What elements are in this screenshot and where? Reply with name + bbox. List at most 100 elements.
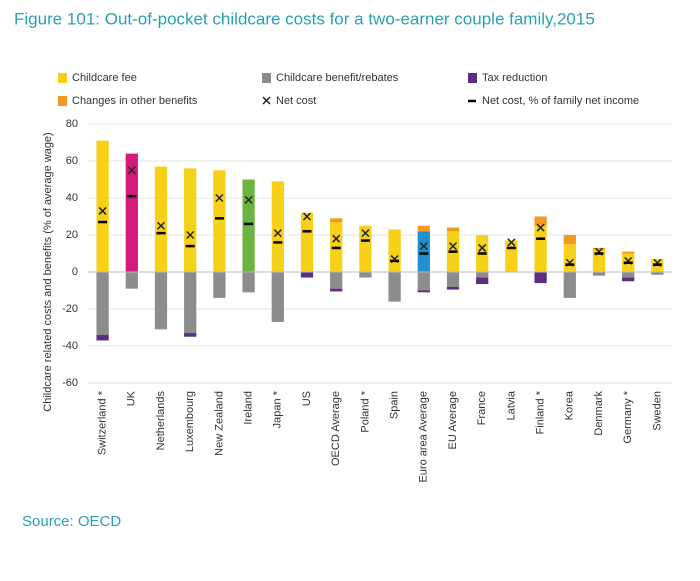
x-tick-label: Luxembourg [184, 391, 196, 452]
bar-segment [300, 212, 314, 272]
bar-segment [534, 225, 547, 272]
bar-segment [446, 286, 460, 290]
bar-segment [154, 272, 168, 330]
x-tick-label: Netherlands [155, 391, 167, 451]
net-cost-marker [536, 223, 545, 232]
legend-swatch [468, 73, 477, 83]
legend-swatch [262, 96, 271, 105]
y-tick-label: 80 [66, 118, 78, 130]
x-tick-label: Korea [564, 390, 576, 420]
bar-segment [359, 225, 372, 272]
x-tick-label: Spain [389, 391, 401, 419]
x-tick-label: Poland * [359, 390, 371, 432]
net-cost-marker [244, 195, 253, 204]
bar-segment [330, 218, 343, 223]
legend-swatch [262, 73, 271, 83]
bar-segment [359, 272, 372, 278]
x-tick-label: Finland * [535, 390, 547, 434]
net-cost-marker [273, 229, 282, 238]
net-cost-marker [186, 230, 195, 240]
x-tick-label: New Zealand [213, 391, 225, 456]
bar-segment [592, 247, 606, 250]
net-cost-marker [127, 166, 136, 175]
bar-segment [330, 288, 343, 292]
chart-title: Figure 101: Out-of-pocket childcare cost… [14, 9, 595, 28]
bar-segment [271, 181, 284, 272]
y-tick-label: 40 [66, 192, 78, 204]
bar-segment [563, 244, 576, 272]
legend-label: Childcare fee [72, 72, 137, 84]
bar-segment [563, 272, 576, 298]
legend-label: Net cost, % of family net income [482, 95, 639, 107]
bar-segment [534, 272, 547, 284]
bar-segment [446, 272, 460, 287]
x-tick-label: Switzerland * [97, 390, 109, 455]
y-tick-label: 60 [66, 155, 78, 167]
source: Source: OECD [22, 513, 121, 530]
bar-segment [184, 272, 197, 334]
legend-swatch [58, 96, 67, 106]
net-cost-marker [98, 206, 107, 215]
net-cost-marker [302, 212, 312, 221]
net-cost-marker [156, 221, 166, 230]
bar-segment [125, 272, 138, 289]
bar-segment [534, 216, 547, 226]
net-cost-marker [419, 242, 428, 251]
bar-segment [417, 231, 430, 272]
net-cost-marker [332, 234, 341, 243]
x-tick-label: OECD Average [330, 391, 342, 466]
bar-segment [505, 240, 518, 272]
net-cost-marker [215, 193, 224, 203]
x-tick-label: Denmark [593, 391, 605, 436]
x-tick-label: Euro area Average [418, 391, 430, 483]
x-tick-label: US [301, 391, 313, 406]
y-tick-label: -60 [62, 377, 78, 389]
x-tick-label: EU Average [447, 391, 459, 450]
net-cost-marker [448, 242, 458, 251]
y-tick-label: 20 [66, 229, 78, 241]
bar-segment [622, 277, 635, 282]
bar-segment [476, 272, 489, 278]
bar-segment [184, 333, 197, 337]
bar-segment [271, 272, 284, 322]
legend-label: Changes in other benefits [72, 95, 198, 107]
bar-segment [563, 235, 576, 245]
net-cost-marker [361, 229, 370, 238]
net-cost-marker [507, 238, 516, 247]
bar-segment [213, 272, 226, 298]
bar-segment [622, 272, 635, 278]
bar-segment [446, 227, 460, 232]
bar-segment [96, 272, 109, 335]
bar-segment [651, 272, 664, 275]
x-tick-label: Japan * [272, 390, 284, 428]
x-tick-label: Latvia [505, 390, 517, 420]
x-tick-label: France [476, 391, 488, 425]
bar-segment [242, 179, 255, 272]
bar-segment [96, 334, 109, 341]
bar-segment [388, 229, 401, 272]
bar-segment [242, 272, 255, 293]
bar-segment [417, 225, 430, 232]
x-tick-label: Ireland [243, 391, 255, 425]
bar-segment [388, 272, 401, 302]
legend-label: Childcare benefit/rebates [276, 72, 399, 84]
legend-swatch [58, 73, 67, 83]
bar-segment [622, 251, 635, 254]
x-tick-label: Germany * [622, 390, 634, 443]
bar-segment [184, 168, 197, 272]
legend-label: Tax reduction [482, 72, 547, 84]
x-tick-label: Sweden [651, 391, 663, 431]
bar-segment [417, 290, 430, 293]
bar-segment [330, 272, 343, 289]
bar-segment [125, 153, 138, 272]
y-axis-label: Childcare related costs and benefits (% … [42, 132, 54, 411]
bar-segment [96, 140, 109, 272]
bar-segment [417, 272, 430, 291]
y-tick-label: -20 [62, 303, 78, 315]
bar-segment [300, 272, 314, 278]
y-tick-label: 0 [72, 266, 78, 278]
bar-segment [476, 277, 489, 285]
bar-segment [213, 170, 226, 272]
legend-label: Net cost [276, 95, 316, 107]
